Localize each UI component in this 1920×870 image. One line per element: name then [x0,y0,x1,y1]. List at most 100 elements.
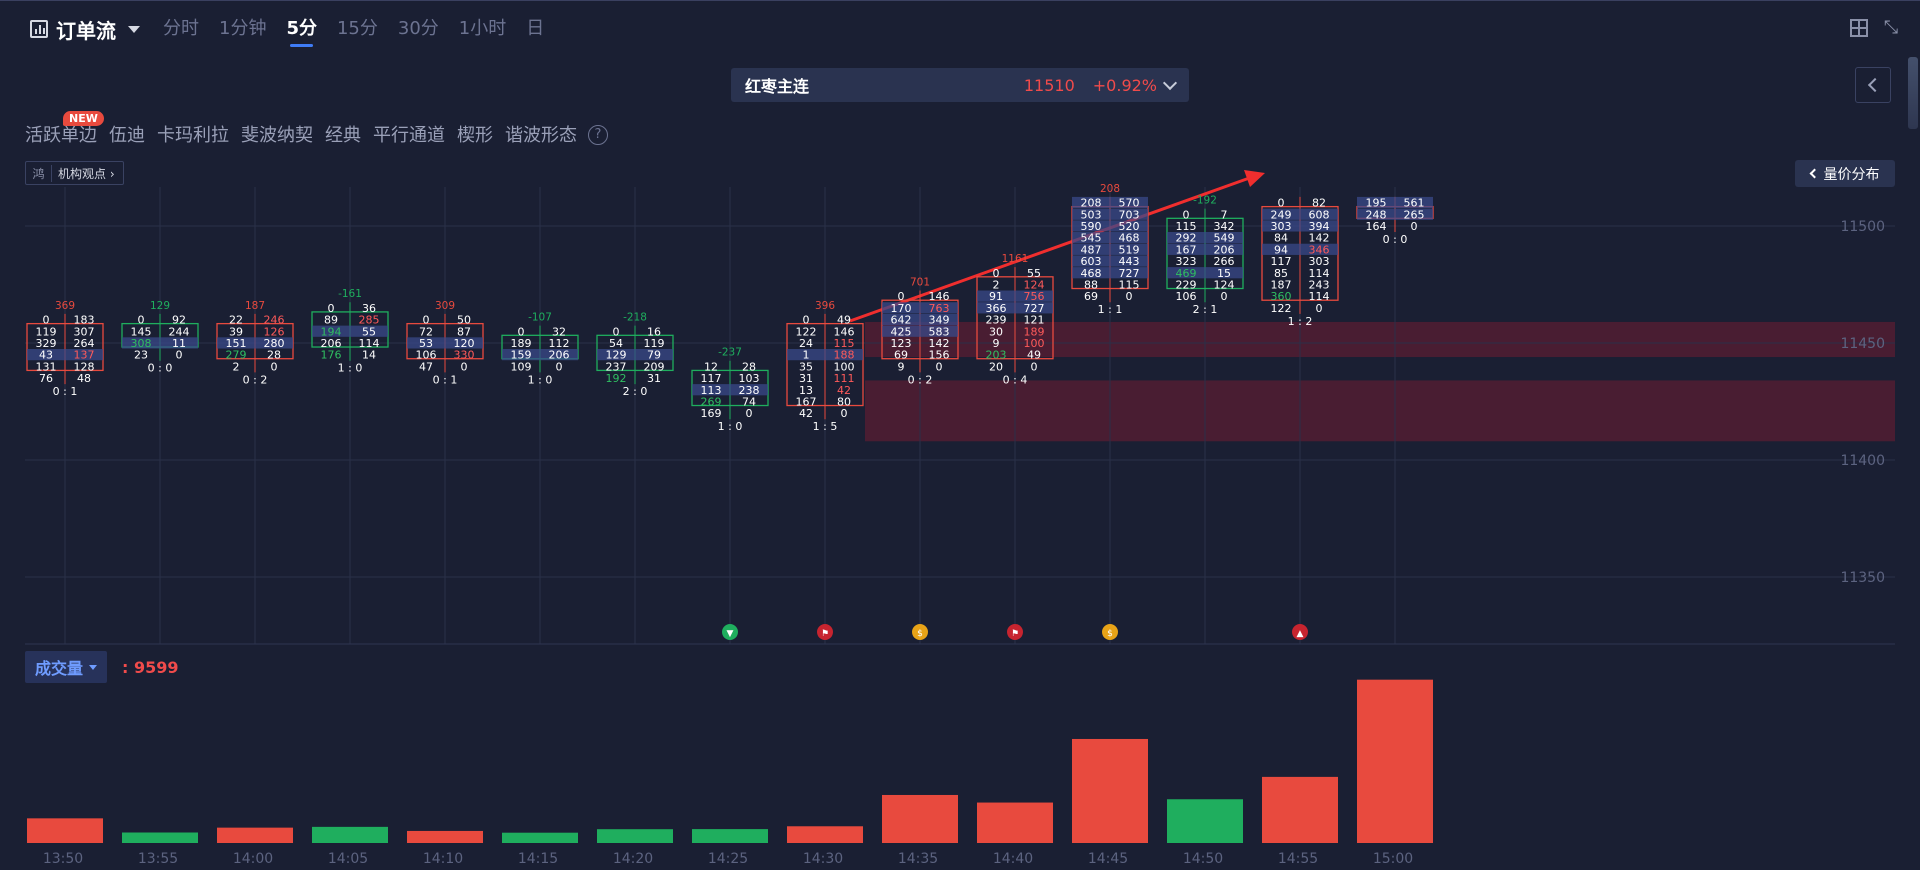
imbalance-ratio: 0 : 4 [1003,373,1028,386]
ask-volume: 31 [647,372,661,385]
ask-volume: 264 [74,337,95,350]
candle-delta: 309 [435,300,455,312]
bid-volume: 24 [799,337,813,350]
bid-volume: 89 [324,314,338,327]
signal-coin-icon [1102,624,1118,640]
poc-highlight [122,337,198,349]
chevron-down-icon [128,25,140,33]
ask-volume: 7 [1221,208,1228,221]
period-tab[interactable]: 1小时 [458,18,507,39]
volume-indicator-selector[interactable]: 成交量 [25,651,107,683]
side-scroll-handle[interactable] [1908,57,1918,129]
bid-volume: 590 [1081,220,1102,233]
instrument-selector[interactable]: 红枣主连 11510 +0.92% [731,68,1189,102]
bid-volume: 269 [701,396,722,409]
bid-volume: 0 [1278,197,1285,210]
ask-volume: 79 [647,349,661,362]
drawing-tool[interactable]: 伍迪 [109,125,145,146]
layout-grid-icon[interactable] [1850,19,1868,37]
volume-bar [882,794,958,843]
ask-volume: 183 [74,314,95,327]
time-tick-label: 14:50 [1183,851,1223,867]
period-tab[interactable]: 30分 [397,18,439,39]
bid-volume: 84 [1274,232,1288,245]
bid-volume: 360 [1271,290,1292,303]
chevron-down-icon [89,664,97,670]
period-tab[interactable]: 5分 [286,18,317,47]
ask-volume: 115 [834,337,855,350]
bid-volume: 192 [606,372,627,385]
volume-bar [122,832,198,843]
period-tab[interactable]: 分时 [163,18,199,39]
help-icon[interactable]: ? [588,125,608,145]
drawing-tool[interactable]: 谐波形态 [505,125,577,146]
bid-volume: 106 [1176,290,1197,303]
volume-bar [1357,679,1433,843]
bid-volume: 47 [419,360,433,373]
bid-volume: 20 [989,360,1003,373]
trend-arrow-line [849,174,1256,323]
poc-highlight [1167,243,1243,255]
collapse-panel-button[interactable] [1855,67,1891,103]
drawing-tool[interactable]: 活跃单边 [25,125,97,146]
poc-highlight [1072,255,1148,267]
ask-volume: 112 [549,337,570,350]
ask-volume: 48 [77,372,91,385]
poc-highlight [692,384,768,396]
drawing-tool[interactable]: 经典 [325,125,361,146]
bid-volume: 119 [36,325,57,338]
poc-highlight [217,337,293,349]
poc-highlight [502,349,578,361]
period-tab[interactable]: 15分 [336,18,378,39]
poc-highlight [1167,232,1243,244]
signal-up-arrow-icon [1292,624,1308,640]
drawing-tool[interactable]: 卡玛利拉 [157,125,229,146]
signal-glyph: ⚑ [821,629,829,639]
period-tab[interactable]: 1分钟 [219,18,267,39]
time-tick-label: 15:00 [1373,851,1413,867]
volume-profile-button[interactable]: 量价分布 [1795,160,1895,187]
ask-volume: 346 [1309,243,1330,256]
bid-volume: 91 [989,290,1003,303]
imbalance-ratio: 1 : 0 [718,420,743,433]
poc-highlight [1072,243,1148,255]
volume-bar [1167,799,1243,843]
ask-volume: 206 [1214,243,1235,256]
drawing-tool[interactable]: 斐波纳契 [241,125,313,146]
ask-volume: 519 [1119,243,1140,256]
period-tab[interactable]: 日 [526,18,545,39]
imbalance-ratio: 1 : 2 [1288,315,1313,328]
bid-volume: 113 [701,384,722,397]
institution-view-button[interactable]: 鸿 机构观点 › [25,161,124,185]
ask-volume: 0 [271,360,278,373]
time-tick-label: 13:55 [138,851,178,867]
bid-volume: 603 [1081,255,1102,268]
ask-volume: 49 [837,314,851,327]
bid-volume: 164 [1366,220,1387,233]
ask-volume: 727 [1119,267,1140,280]
drawing-tool[interactable]: 平行通道 [373,125,445,146]
bid-volume: 145 [131,325,152,338]
drawing-tool[interactable]: 楔形 [457,125,493,146]
ask-volume: 87 [457,325,471,338]
ask-volume: 128 [74,360,95,373]
ask-volume: 15 [1217,267,1231,280]
volume-bar [502,832,578,843]
poc-highlight [882,325,958,337]
candle-delta: -107 [528,312,552,324]
bid-volume: 169 [701,407,722,420]
ask-volume: 14 [362,349,376,362]
shrink-icon[interactable]: ⤡ [1883,17,1899,38]
bid-volume: 115 [1176,220,1197,233]
imbalance-ratio: 0 : 1 [433,373,458,386]
imbalance-ratio: 1 : 5 [813,420,838,433]
poc-highlight [1072,208,1148,220]
instrument-price: 11510 [1023,75,1075,95]
chart-type-selector[interactable]: 订单流 [30,15,140,43]
bid-volume: 85 [1274,267,1288,280]
poc-highlight [27,349,103,361]
bid-volume: 0 [138,314,145,327]
ask-volume: 55 [1027,267,1041,280]
ask-volume: 121 [1024,314,1045,327]
